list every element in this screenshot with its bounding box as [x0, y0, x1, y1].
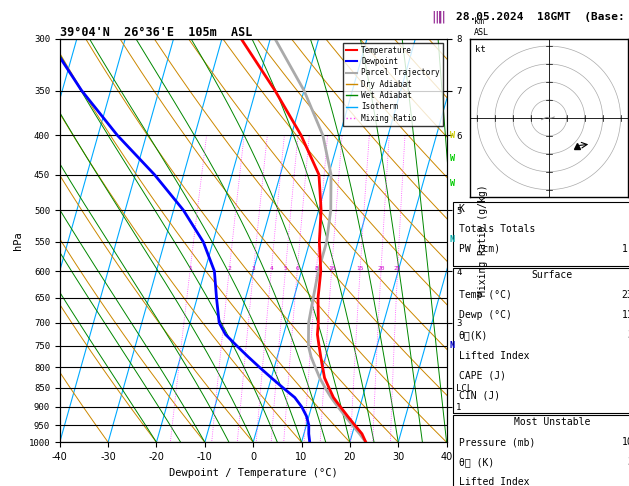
Bar [453, 202, 629, 266]
Text: 1.75: 1.75 [621, 244, 629, 254]
Text: CAPE (J): CAPE (J) [459, 370, 506, 381]
Text: 8: 8 [314, 266, 318, 271]
Text: 321: 321 [628, 330, 629, 341]
Text: CIN (J): CIN (J) [459, 391, 500, 400]
Text: θᴇ (K): θᴇ (K) [459, 457, 494, 467]
Text: K: K [459, 204, 465, 214]
Text: 20: 20 [377, 266, 385, 271]
Text: N: N [450, 235, 455, 243]
Text: Totals Totals: Totals Totals [459, 224, 535, 234]
Text: 6: 6 [295, 266, 299, 271]
Text: Surface: Surface [532, 270, 572, 280]
Text: PW (cm): PW (cm) [459, 244, 500, 254]
Text: Lifted Index: Lifted Index [459, 350, 530, 361]
Text: 4: 4 [269, 266, 273, 271]
Text: W: W [450, 179, 455, 188]
Text: ‖‖: ‖‖ [431, 11, 447, 24]
Text: 1000: 1000 [621, 437, 629, 447]
Text: 3: 3 [252, 266, 255, 271]
Text: |: | [436, 11, 443, 24]
Y-axis label: hPa: hPa [13, 231, 23, 250]
Bar [453, 415, 629, 486]
Text: 1: 1 [188, 266, 192, 271]
Text: 5: 5 [284, 266, 287, 271]
Text: 23.3: 23.3 [621, 290, 629, 300]
Text: 15: 15 [356, 266, 364, 271]
Text: N: N [450, 341, 455, 350]
Text: kt: kt [474, 45, 486, 54]
Text: 10: 10 [328, 266, 335, 271]
Text: 39°04'N  26°36'E  105m  ASL: 39°04'N 26°36'E 105m ASL [60, 26, 252, 39]
Text: 25: 25 [394, 266, 401, 271]
Bar [453, 268, 629, 413]
Text: 321: 321 [628, 457, 629, 467]
Legend: Temperature, Dewpoint, Parcel Trajectory, Dry Adiabat, Wet Adiabat, Isotherm, Mi: Temperature, Dewpoint, Parcel Trajectory… [343, 43, 443, 125]
Text: km
ASL: km ASL [474, 17, 489, 37]
Y-axis label: Mixing Ratio (g/kg): Mixing Ratio (g/kg) [478, 185, 488, 296]
Text: W: W [450, 131, 455, 140]
Text: W: W [450, 154, 455, 163]
Text: 11.7: 11.7 [621, 311, 629, 320]
X-axis label: Dewpoint / Temperature (°C): Dewpoint / Temperature (°C) [169, 468, 338, 478]
Text: Pressure (mb): Pressure (mb) [459, 437, 535, 447]
Text: 2: 2 [227, 266, 231, 271]
Text: Dewp (°C): Dewp (°C) [459, 311, 512, 320]
Text: Most Unstable: Most Unstable [514, 417, 590, 427]
Text: 144: 144 [628, 370, 629, 381]
Text: Temp (°C): Temp (°C) [459, 290, 512, 300]
Text: Lifted Index: Lifted Index [459, 477, 530, 486]
Text: 28.05.2024  18GMT  (Base: 06): 28.05.2024 18GMT (Base: 06) [456, 12, 629, 22]
Text: θᴇ(K): θᴇ(K) [459, 330, 488, 341]
